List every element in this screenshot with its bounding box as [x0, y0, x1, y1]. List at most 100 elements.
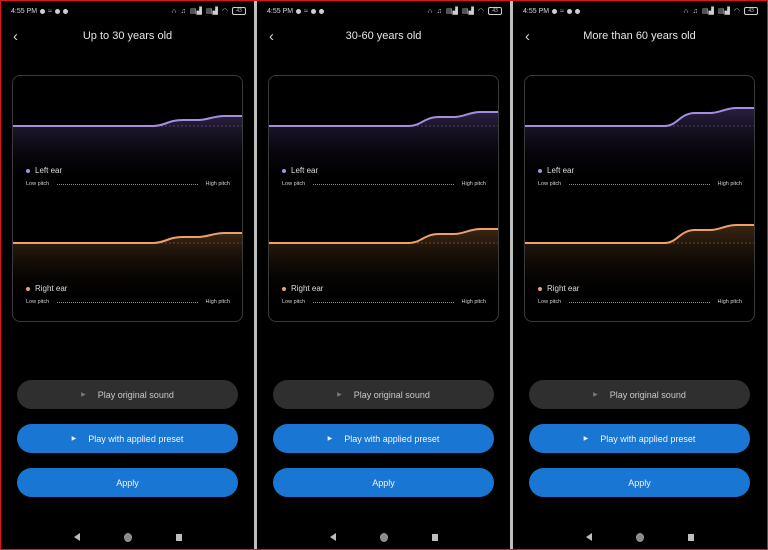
- apply-button[interactable]: Apply: [273, 468, 494, 497]
- play-with-preset-button[interactable]: ▶ Play with applied preset: [273, 424, 494, 453]
- play-icon: ▶: [583, 436, 589, 442]
- nav-recents-icon[interactable]: [175, 533, 182, 541]
- phone-screen: 4:55 PM ≈ ∩ ♫ ▤▟ ▤▟ ◠ 43 ‹ 30-60 years o…: [257, 1, 510, 549]
- signal-sim1-icon: ▤▟: [189, 8, 202, 15]
- hearing-chart-card: Left ear Low pitch High pitch Right ear …: [524, 75, 755, 322]
- status-time: 4:55 PM: [267, 7, 294, 15]
- right-ear-legend: Right ear: [26, 284, 67, 293]
- notification-icon: [566, 8, 572, 14]
- hearing-chart-card: Left ear Low pitch High pitch Right ear …: [12, 75, 243, 322]
- apply-label: Apply: [372, 477, 395, 488]
- low-pitch-label: Low pitch: [538, 181, 562, 187]
- play-icon: ▶: [593, 392, 598, 398]
- right-pitch-axis: Low pitch High pitch: [282, 299, 486, 305]
- left-ear-label: Left ear: [291, 166, 319, 175]
- play-with-preset-button[interactable]: ▶ Play with applied preset: [17, 424, 238, 453]
- low-pitch-label: Low pitch: [282, 299, 306, 305]
- apply-label: Apply: [116, 477, 139, 488]
- high-pitch-label: High pitch: [461, 181, 486, 187]
- play-original-sound-button[interactable]: ▶ Play original sound: [17, 380, 238, 409]
- nav-home-icon[interactable]: [123, 532, 132, 542]
- signal-sim1-icon: ▤▟: [701, 8, 714, 15]
- left-ear-dot-icon: [26, 168, 30, 173]
- headphones-icon: ∩: [171, 7, 177, 15]
- right-ear-dot-icon: [26, 286, 30, 291]
- telegram-icon: [574, 8, 580, 14]
- apply-label: Apply: [628, 477, 651, 488]
- mute-icon: ♫: [180, 7, 186, 15]
- page-header: ‹ More than 60 years old: [513, 29, 766, 47]
- play-preset-label: Play with applied preset: [88, 433, 184, 444]
- right-ear-label: Right ear: [291, 284, 324, 293]
- page-title: Up to 30 years old: [82, 30, 173, 42]
- apply-button[interactable]: Apply: [17, 468, 238, 497]
- high-pitch-label: High pitch: [461, 299, 486, 305]
- right-pitch-axis: Low pitch High pitch: [26, 299, 230, 305]
- nav-home-icon[interactable]: [379, 532, 388, 542]
- page-header: ‹ 30-60 years old: [257, 29, 510, 47]
- back-button[interactable]: ‹: [525, 28, 530, 45]
- hearing-curve-chart: [525, 107, 754, 303]
- nav-recents-icon[interactable]: [687, 533, 694, 541]
- pitch-axis-dots: [569, 183, 710, 185]
- nav-back-icon[interactable]: [73, 533, 80, 541]
- nav-back-icon[interactable]: [585, 533, 592, 541]
- play-original-sound-button[interactable]: ▶ Play original sound: [273, 380, 494, 409]
- headphones-icon: ∩: [683, 7, 689, 15]
- left-ear-legend: Left ear: [282, 166, 318, 175]
- right-ear-legend: Right ear: [538, 284, 579, 293]
- hearing-curve-chart: [13, 115, 242, 303]
- left-ear-legend: Left ear: [538, 166, 574, 175]
- signal-sim2-icon: ▤▟: [461, 8, 474, 15]
- notification-icon: [54, 8, 60, 14]
- play-original-sound-button[interactable]: ▶ Play original sound: [529, 380, 750, 409]
- battery-icon: 43: [744, 7, 758, 15]
- hearing-chart-card: Left ear Low pitch High pitch Right ear …: [268, 75, 499, 322]
- pitch-axis-dots: [313, 301, 454, 303]
- headphones-icon: ∩: [427, 7, 433, 15]
- left-pitch-axis: Low pitch High pitch: [26, 181, 230, 187]
- left-ear-dot-icon: [538, 168, 542, 173]
- apply-button[interactable]: Apply: [529, 468, 750, 497]
- play-icon: ▶: [71, 436, 77, 442]
- right-ear-label: Right ear: [547, 284, 580, 293]
- notification-icon: [296, 8, 302, 14]
- status-time: 4:55 PM: [523, 7, 550, 15]
- right-ear-dot-icon: [538, 286, 542, 291]
- battery-icon: 43: [232, 7, 246, 15]
- nav-recents-icon[interactable]: [431, 533, 438, 541]
- phone-screen: 4:55 PM ≈ ∩ ♫ ▤▟ ▤▟ ◠ 43 ‹ Up to 30 year…: [1, 1, 254, 549]
- high-pitch-label: High pitch: [717, 181, 742, 187]
- telegram-icon: [318, 8, 324, 14]
- wifi-notification-icon: ≈: [560, 7, 564, 15]
- play-with-preset-button[interactable]: ▶ Play with applied preset: [529, 424, 750, 453]
- low-pitch-label: Low pitch: [538, 299, 562, 305]
- signal-sim2-icon: ▤▟: [205, 8, 218, 15]
- play-icon: ▶: [337, 392, 342, 398]
- left-ear-dot-icon: [282, 168, 286, 173]
- back-button[interactable]: ‹: [13, 28, 18, 45]
- page-header: ‹ Up to 30 years old: [1, 29, 254, 47]
- wifi-notification-icon: ≈: [304, 7, 308, 15]
- phone-screen: 4:55 PM ≈ ∩ ♫ ▤▟ ▤▟ ◠ 43 ‹ More than 60 …: [513, 1, 766, 549]
- back-button[interactable]: ‹: [269, 28, 274, 45]
- wifi-icon: ◠: [221, 8, 228, 15]
- left-ear-label: Left ear: [547, 166, 575, 175]
- pitch-axis-dots: [569, 301, 710, 303]
- nav-back-icon[interactable]: [329, 533, 336, 541]
- status-bar: 4:55 PM ≈ ∩ ♫ ▤▟ ▤▟ ◠ 43: [523, 6, 758, 16]
- panel-divider: [510, 1, 513, 549]
- mute-icon: ♫: [436, 7, 442, 15]
- play-preset-label: Play with applied preset: [344, 433, 440, 444]
- system-nav-bar: [513, 531, 766, 543]
- right-ear-dot-icon: [282, 286, 286, 291]
- play-icon: ▶: [327, 436, 333, 442]
- low-pitch-label: Low pitch: [26, 299, 50, 305]
- status-bar: 4:55 PM ≈ ∩ ♫ ▤▟ ▤▟ ◠ 43: [11, 6, 246, 16]
- wifi-notification-icon: ≈: [48, 7, 52, 15]
- notification-icon: [40, 8, 46, 14]
- nav-home-icon[interactable]: [635, 532, 644, 542]
- right-ear-legend: Right ear: [282, 284, 323, 293]
- wifi-icon: ◠: [733, 8, 740, 15]
- status-bar: 4:55 PM ≈ ∩ ♫ ▤▟ ▤▟ ◠ 43: [267, 6, 502, 16]
